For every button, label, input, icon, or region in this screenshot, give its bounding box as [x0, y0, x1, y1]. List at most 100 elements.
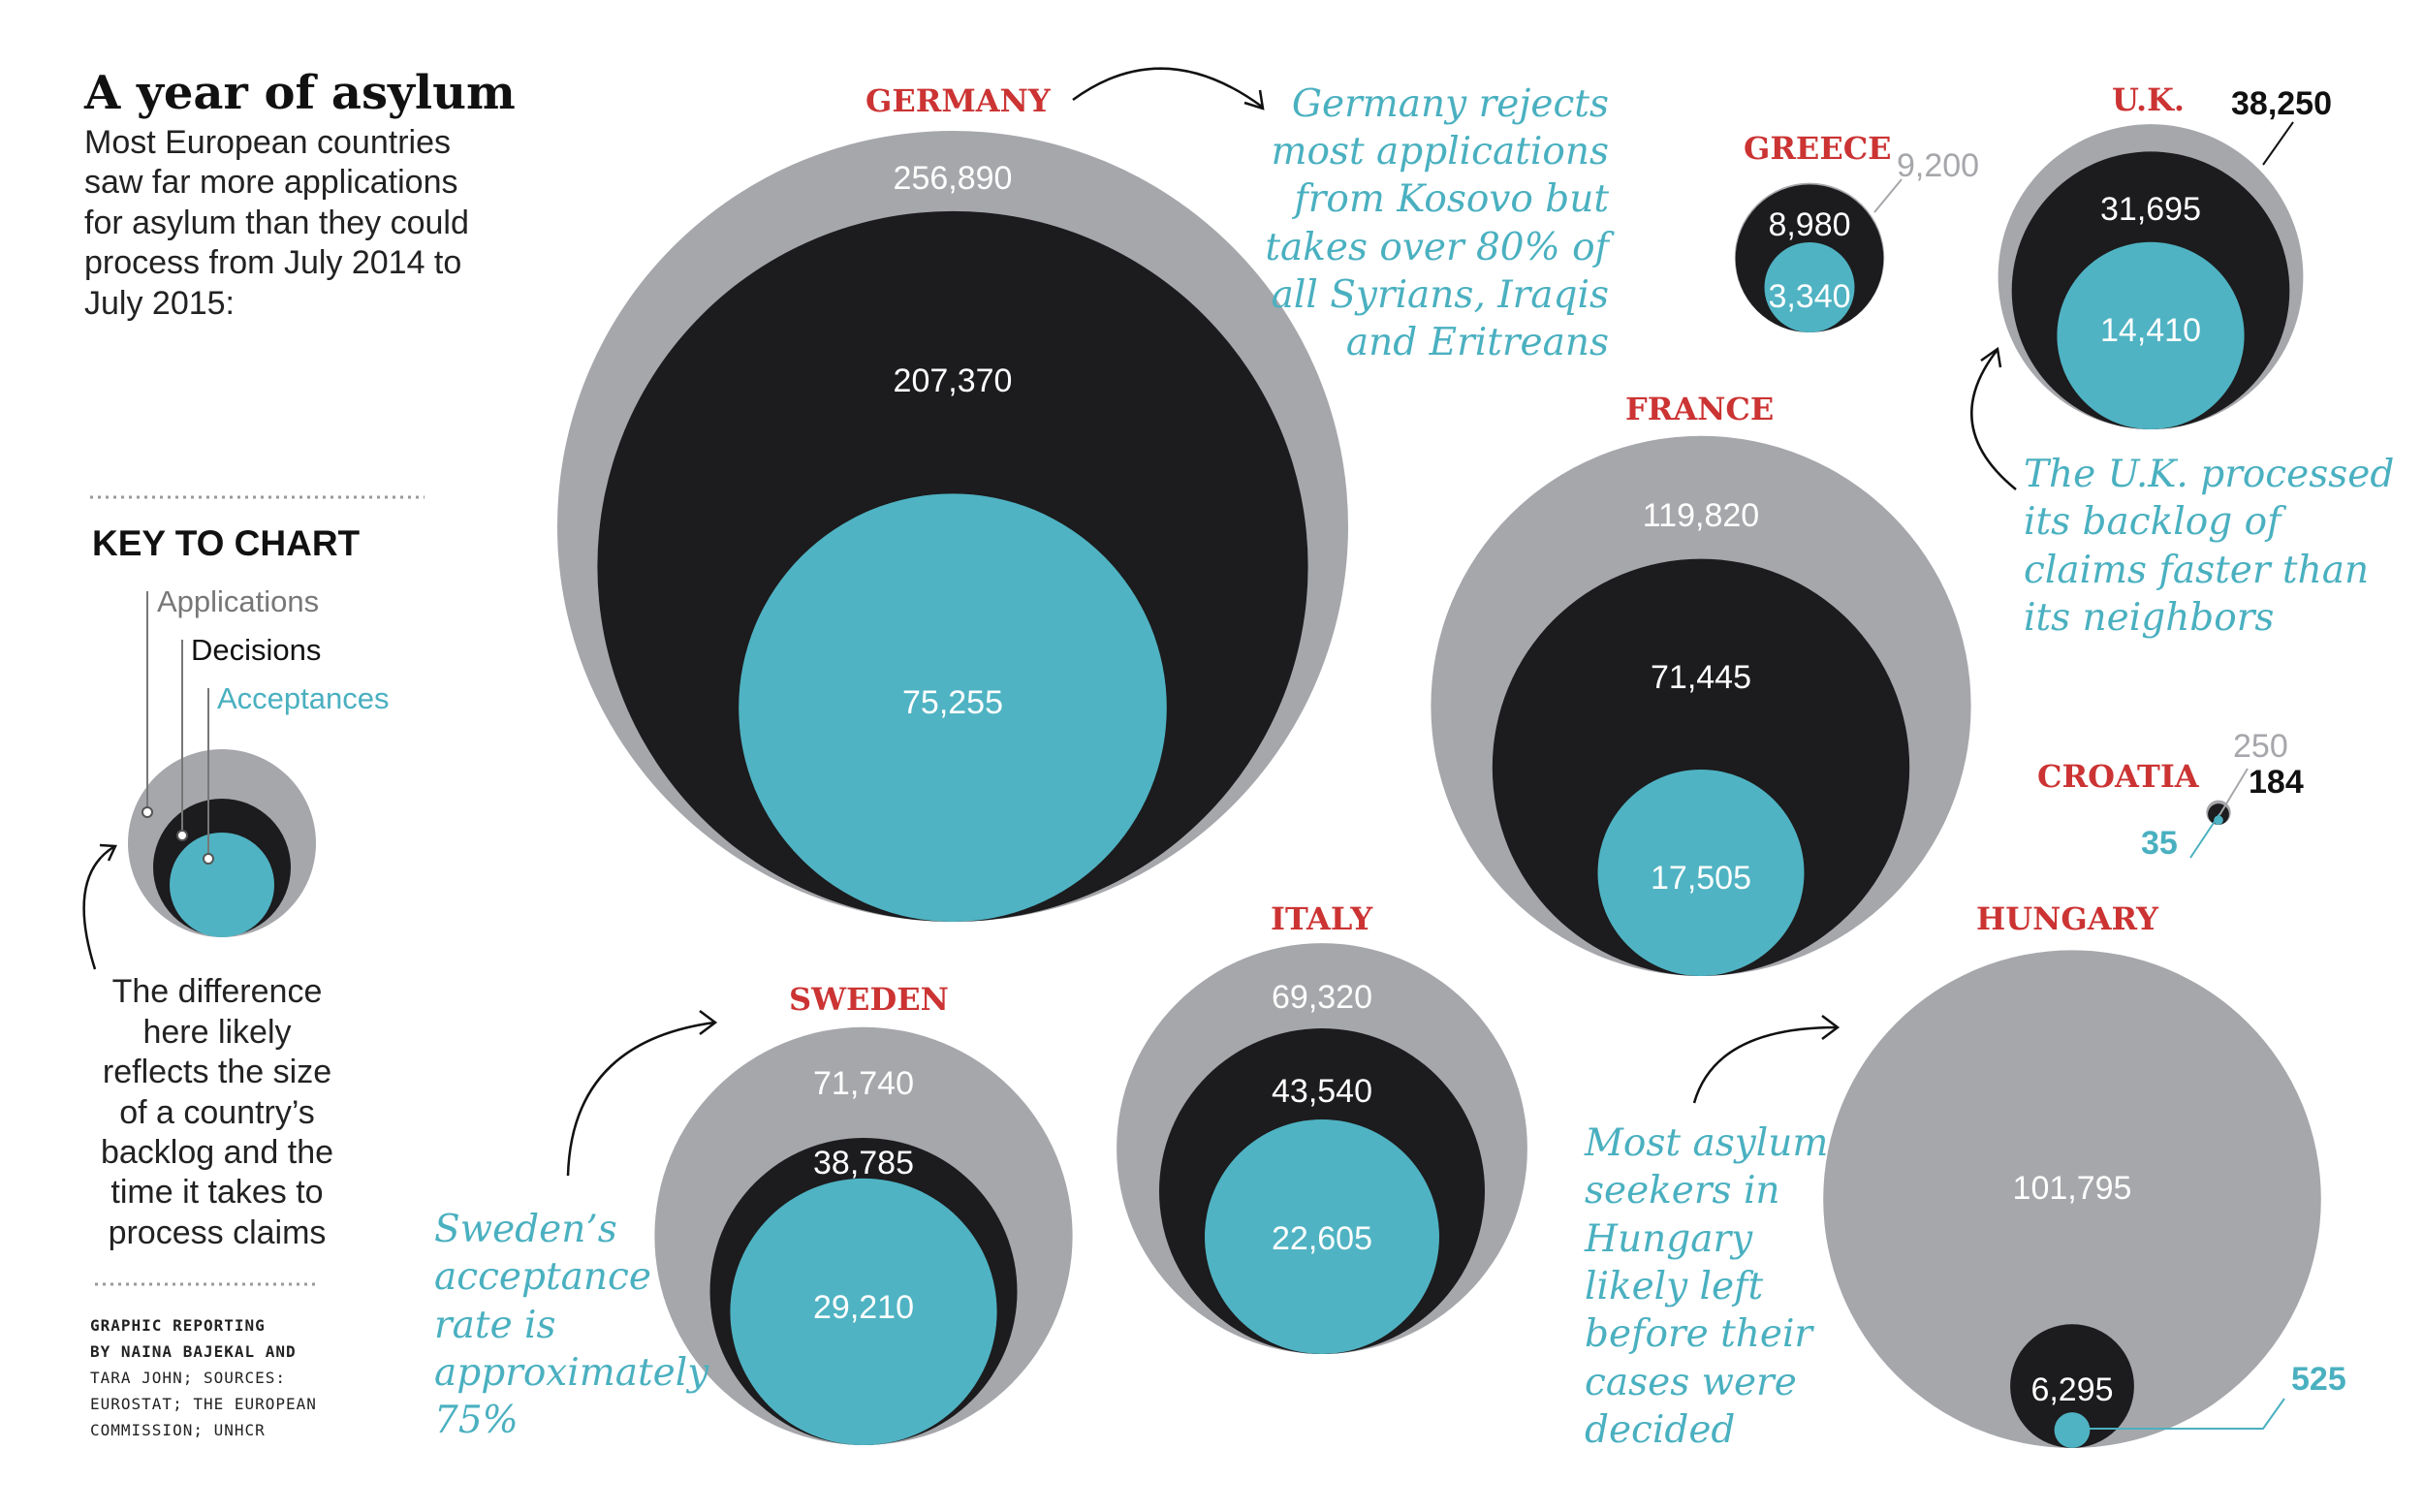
subtitle-line: July 2015:	[84, 285, 235, 322]
annotation-line: approximately	[434, 1351, 709, 1395]
value-greece-decisions: 8,980	[1768, 206, 1850, 243]
value-france-decisions: 71,445	[1651, 659, 1751, 696]
value-france-applications: 119,820	[1643, 497, 1759, 534]
leader-croatia-acceptances	[2189, 813, 2220, 859]
annotation-line: claims faster than	[2024, 549, 2369, 592]
key-dot	[176, 830, 188, 841]
value-germany-acceptances: 75,255	[902, 684, 1003, 721]
annotation-line: acceptance	[434, 1255, 651, 1299]
value-croatia-applications: 250	[2233, 728, 2288, 765]
country-label-italy: ITALY	[1271, 900, 1373, 937]
bubble-uk-acceptances	[2057, 241, 2245, 429]
chart-title: A year of asylum	[83, 66, 516, 120]
value-sweden-acceptances: 29,210	[813, 1289, 914, 1326]
annotation-sweden: Sweden’s acceptance rate is approximatel…	[434, 1208, 709, 1442]
key-heading: KEY TO CHART	[92, 523, 361, 563]
key-explanation-line: reflects the size	[103, 1054, 331, 1090]
key-explanation: The difference here likely reflects the …	[101, 973, 333, 1251]
annotation-arrow-uk	[1970, 346, 2017, 490]
annotation-line: all Syrians, Iraqis	[1272, 273, 1609, 317]
subtitle: Most European countries saw far more app…	[84, 124, 469, 322]
credit-line: GRAPHIC REPORTING	[90, 1316, 266, 1335]
key-explanation-line: backlog and the	[101, 1134, 333, 1171]
value-hungary-decisions: 6,295	[2030, 1371, 2113, 1408]
bubble-hungary-acceptances	[2054, 1412, 2091, 1448]
annotation-line: decided	[1585, 1408, 1735, 1452]
value-greece-applications: 9,200	[1897, 147, 1979, 184]
key-diagram	[128, 591, 316, 937]
bubble-greece-acceptances	[1764, 241, 1855, 332]
annotation-line: seekers in	[1585, 1169, 1780, 1213]
value-germany-applications: 256,890	[894, 160, 1013, 197]
value-uk-decisions: 31,695	[2100, 191, 2201, 228]
leader-croatia-applications	[2218, 768, 2249, 816]
annotation-line: its backlog of	[2024, 500, 2287, 544]
leader-uk-applications	[2262, 121, 2294, 166]
key-explanation-line: of a country’s	[119, 1094, 315, 1131]
value-sweden-applications: 71,740	[813, 1065, 914, 1102]
annotation-hungary: Most asylum seekers in Hungary likely le…	[1584, 1121, 1828, 1452]
annotation-line: The U.K. processed	[2024, 453, 2394, 496]
annotation-line: its neighbors	[2024, 596, 2274, 640]
value-hungary-acceptances: 525	[2291, 1361, 2346, 1398]
value-italy-acceptances: 22,605	[1272, 1220, 1372, 1257]
annotation-germany: Germany rejects most applications from K…	[1265, 82, 1615, 364]
country-label-hungary: HUNGARY	[1976, 900, 2159, 937]
key-arrow	[82, 843, 117, 970]
value-uk-applications: 38,250	[2231, 85, 2332, 122]
annotation-line: Germany rejects	[1292, 82, 1609, 126]
country-label-france: FRANCE	[1625, 391, 1774, 427]
country-label-croatia: CROATIA	[2037, 758, 2200, 795]
value-italy-applications: 69,320	[1272, 979, 1372, 1016]
leader-hungary-acceptances	[2089, 1398, 2285, 1430]
annotation-line: rate is	[434, 1304, 556, 1347]
country-label-greece: GREECE	[1744, 130, 1892, 167]
annotation-line: most applications	[1271, 130, 1609, 173]
annotation-line: from Kosovo but	[1291, 177, 1609, 221]
bubble-italy-acceptances	[1205, 1118, 1439, 1354]
annotation-arrow-hungary	[1692, 1015, 1841, 1104]
value-greece-acceptances: 3,340	[1768, 278, 1850, 315]
subtitle-line: Most European countries	[84, 124, 451, 161]
key-acceptances-circle	[170, 833, 274, 937]
key-explanation-line: process claims	[109, 1214, 327, 1251]
credit-line: COMMISSION; UNHCR	[90, 1421, 266, 1439]
value-germany-decisions: 207,370	[894, 362, 1013, 399]
subtitle-line: for asylum than they could	[84, 205, 469, 241]
key-label-applications: Applications	[157, 584, 319, 618]
annotation-line: Hungary	[1584, 1217, 1753, 1261]
value-france-acceptances: 17,505	[1651, 860, 1751, 897]
key-explanation-line: time it takes to	[110, 1174, 323, 1211]
annotation-arrow-sweden	[566, 1010, 718, 1177]
bubble-germany-acceptances	[739, 493, 1167, 922]
annotation-arrow-germany	[1072, 67, 1265, 110]
subtitle-line: process from July 2014 to	[84, 244, 461, 281]
credits: GRAPHIC REPORTING BY NAINA BAJEKAL AND T…	[90, 1316, 317, 1439]
country-label-sweden: SWEDEN	[789, 981, 949, 1018]
key-label-acceptances: Acceptances	[217, 681, 390, 715]
bubble-hungary-decisions	[2010, 1324, 2134, 1449]
annotation-uk: The U.K. processed its backlog of claims…	[2024, 453, 2394, 640]
annotation-line: likely left	[1585, 1265, 1764, 1308]
bubble-france-decisions	[1492, 558, 1910, 977]
annotation-line: 75%	[434, 1399, 519, 1442]
country-label-uk: U.K.	[2112, 81, 2185, 118]
key-dot	[203, 853, 214, 865]
value-croatia-acceptances: 35	[2141, 825, 2178, 862]
annotation-line: and Eritreans	[1346, 321, 1609, 364]
bubble-sweden-acceptances	[730, 1178, 997, 1446]
country-label-germany: GERMANY	[865, 82, 1052, 119]
annotation-line: cases were	[1585, 1361, 1797, 1404]
key-dot	[142, 806, 153, 818]
annotation-line: before their	[1585, 1312, 1814, 1356]
annotation-line: Most asylum	[1584, 1121, 1828, 1165]
credit-line: TARA JOHN; SOURCES:	[90, 1369, 286, 1387]
credit-line: EUROSTAT; THE EUROPEAN	[90, 1395, 317, 1413]
leader-greece-applications	[1873, 178, 1903, 213]
annotation-line: takes over 80% of	[1265, 226, 1615, 269]
annotation-line: Sweden’s	[434, 1208, 617, 1251]
bubble-hungary-applications	[1823, 950, 2321, 1448]
bubble-france-acceptances	[1597, 769, 1805, 976]
